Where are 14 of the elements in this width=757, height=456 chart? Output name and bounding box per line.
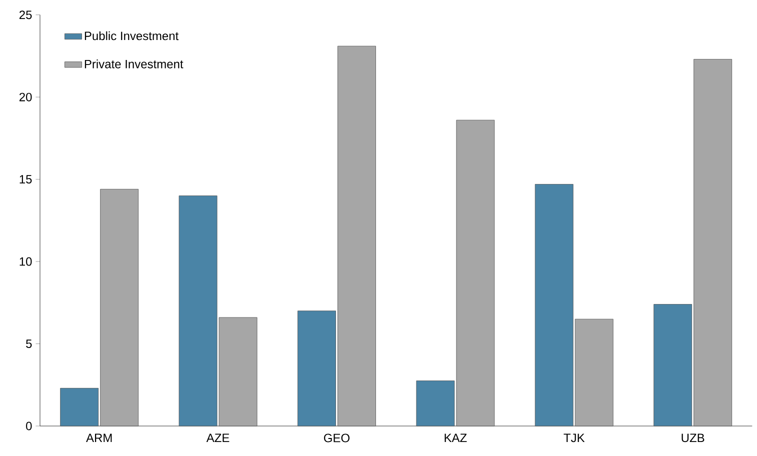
legend-label: Private Investment bbox=[84, 60, 184, 68]
y-tick-label: 10 bbox=[20, 257, 32, 266]
x-tick-label: ARM bbox=[86, 434, 112, 442]
legend-label: Public Investment bbox=[84, 31, 179, 40]
x-tick-label: GEO bbox=[324, 434, 350, 442]
y-tick-label: 0 bbox=[26, 422, 32, 430]
x-tick-label: UZB bbox=[682, 434, 704, 442]
y-tick-label: 15 bbox=[20, 175, 32, 184]
y-tick-label: 5 bbox=[26, 340, 32, 348]
x-tick-label: KAZ bbox=[444, 434, 467, 442]
y-tick-label: 20 bbox=[19, 92, 32, 102]
x-tick-label: AZE bbox=[206, 434, 230, 442]
x-tick-label: TJK bbox=[564, 434, 585, 442]
y-tick-label: 25 bbox=[19, 10, 32, 20]
